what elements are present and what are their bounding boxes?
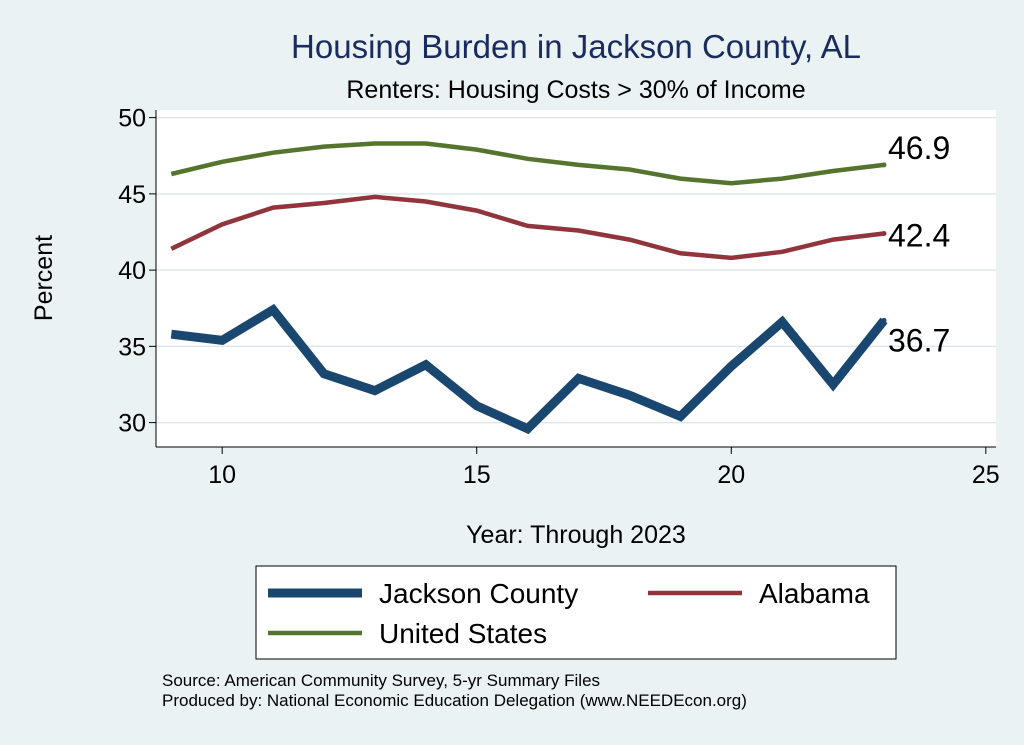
chart-subtitle: Renters: Housing Costs > 30% of Income — [346, 76, 805, 104]
y-tick-label: 50 — [118, 105, 146, 133]
series-line-jackson-county — [170, 303, 888, 435]
chart-title: Housing Burden in Jackson County, AL — [291, 28, 861, 65]
end-label: 42.4 — [888, 218, 950, 254]
x-tick-label: 20 — [717, 461, 745, 489]
end-marker — [881, 317, 887, 323]
x-axis-ticks: 10 15 20 25 — [208, 447, 1000, 489]
end-labels: 46.9 42.4 36.7 — [881, 130, 950, 358]
end-label: 46.9 — [888, 130, 950, 166]
end-label: 36.7 — [888, 322, 950, 358]
series-line-alabama — [170, 194, 885, 261]
y-axis-ticks: 30 35 40 45 50 — [118, 105, 156, 438]
y-tick-label: 40 — [118, 257, 146, 285]
y-axis-label: Percent — [30, 235, 58, 321]
y-tick-label: 30 — [118, 410, 146, 438]
legend-box — [255, 565, 897, 660]
y-tick-label: 35 — [118, 333, 146, 361]
legend-label: Jackson County — [379, 578, 578, 609]
x-tick-label: 25 — [972, 461, 1000, 489]
legend-label: Alabama — [759, 578, 870, 609]
gridlines — [156, 116, 996, 424]
x-tick-label: 10 — [208, 461, 236, 489]
end-marker — [881, 162, 887, 168]
series-lines — [170, 141, 888, 435]
legend-label: United States — [379, 618, 547, 649]
series-line-united-states — [170, 141, 885, 186]
plot-area — [156, 110, 996, 447]
x-tick-label: 15 — [463, 461, 491, 489]
end-marker — [881, 231, 887, 237]
legend: Jackson County Alabama United States — [255, 565, 897, 660]
y-tick-label: 45 — [118, 181, 146, 209]
x-axis-label: Year: Through 2023 — [466, 521, 686, 549]
producer-line: Produced by: National Economic Education… — [162, 691, 747, 710]
source-line: Source: American Community Survey, 5-yr … — [162, 671, 601, 690]
